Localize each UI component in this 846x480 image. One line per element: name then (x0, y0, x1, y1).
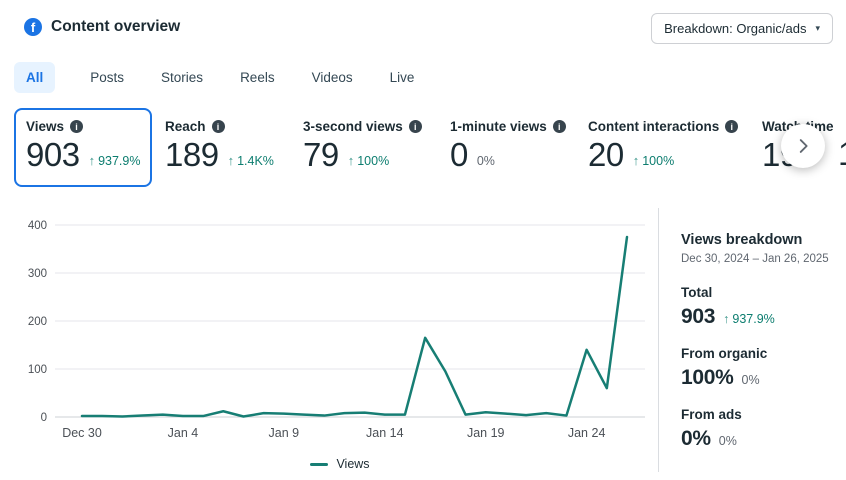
metric-label: Reach (165, 119, 206, 134)
breakdown-item-organic: From organic 100% 0% (681, 346, 838, 390)
chart-legend: Views (20, 457, 660, 471)
breakdown-value: 903 (681, 305, 716, 328)
info-icon[interactable]: i (725, 120, 739, 133)
header: f Content overview Breakdown: Organic/ad… (24, 13, 833, 44)
metric-label: Content interactions (588, 119, 720, 134)
views-breakdown-panel: Views breakdown Dec 30, 2024 – Jan 26, 2… (658, 208, 838, 472)
metric-card-content-interactions[interactable]: Content interactions i 20 ↑ 100% (576, 108, 750, 187)
svg-text:100: 100 (28, 364, 47, 376)
svg-text:Dec 30: Dec 30 (62, 426, 102, 440)
up-arrow-icon: ↑ (723, 312, 730, 326)
svg-text:Jan 9: Jan 9 (269, 426, 300, 440)
up-arrow-icon: ↑ (88, 152, 96, 168)
page-title: Content overview (51, 18, 181, 35)
metric-label: Views (26, 119, 65, 134)
legend-label: Views (336, 457, 370, 471)
up-arrow-icon: ↑ (227, 152, 235, 168)
info-icon[interactable]: i (408, 120, 422, 133)
metric-cards-row: Views i 903 ↑ 937.9% Reach i 189 ↑ 1.4K% 3… (0, 108, 846, 188)
content-type-tabs: All Posts Stories Reels Videos Live (14, 62, 416, 93)
svg-text:Jan 14: Jan 14 (366, 426, 404, 440)
tab-stories[interactable]: Stories (159, 62, 205, 93)
panel-title: Views breakdown (681, 232, 803, 248)
metric-value: 79 (303, 136, 339, 173)
breakdown-delta: ↑ 937.9% (723, 312, 775, 326)
views-line-chart: 0 100 200 300 400 Dec 30 Jan 4 Jan 9 Jan 14 Jan 1… (28, 220, 645, 440)
metric-delta: ↑ 100% (347, 152, 390, 168)
breakdown-delta: 0% (741, 373, 760, 387)
metric-delta: ↑ 937.9% (88, 152, 141, 168)
info-icon[interactable]: i (211, 120, 225, 133)
metric-delta: ↑ 100% (632, 152, 675, 168)
metric-card-3-second-views[interactable]: 3-second views i 79 ↑ 100% (291, 108, 434, 187)
metric-delta: 0% (476, 153, 495, 168)
breakdown-label: From ads (681, 407, 742, 422)
info-icon[interactable]: i (552, 120, 566, 133)
title-wrap: f Content overview (24, 18, 180, 36)
svg-text:300: 300 (28, 268, 47, 280)
svg-text:200: 200 (28, 316, 47, 328)
breakdown-delta: 0% (718, 434, 737, 448)
breakdown-label: From organic (681, 346, 768, 361)
breakdown-item-total: Total 903 ↑ 937.9% (681, 285, 838, 329)
info-icon[interactable]: i (70, 120, 84, 133)
tab-reels[interactable]: Reels (238, 62, 277, 93)
metric-label: 1-minute views (450, 119, 547, 134)
metric-value: 903 (26, 136, 80, 173)
svg-text:Jan 24: Jan 24 (568, 426, 606, 440)
svg-text:Jan 19: Jan 19 (467, 426, 505, 440)
chevron-down-icon: ▾ (815, 23, 820, 33)
metric-value-partial: 1 (838, 135, 846, 173)
tab-posts[interactable]: Posts (88, 62, 126, 93)
svg-text:Jan 4: Jan 4 (168, 426, 199, 440)
breakdown-value: 0% (681, 427, 711, 450)
metric-value: 20 (588, 136, 624, 173)
facebook-logo-icon: f (24, 18, 42, 36)
chevron-right-icon (799, 139, 808, 153)
svg-text:0: 0 (41, 412, 47, 424)
metric-value: 0 (450, 136, 468, 173)
breakdown-item-ads: From ads 0% 0% (681, 407, 838, 451)
metric-card-views[interactable]: Views i 903 ↑ 937.9% (14, 108, 153, 187)
metric-value: 189 (165, 136, 219, 173)
metric-label: 3-second views (303, 119, 403, 134)
svg-text:400: 400 (28, 220, 47, 232)
tab-live[interactable]: Live (388, 62, 417, 93)
metric-card-reach[interactable]: Reach i 189 ↑ 1.4K% (153, 108, 286, 187)
breakdown-value: 100% (681, 366, 734, 389)
up-arrow-icon: ↑ (632, 152, 640, 168)
breakdown-dropdown[interactable]: Breakdown: Organic/ads ▾ (651, 13, 833, 44)
views-chart-section: 0 100 200 300 400 Dec 30 Jan 4 Jan 9 Jan 14 Jan 1… (20, 210, 660, 471)
tab-videos[interactable]: Videos (310, 62, 355, 93)
breakdown-label: Total (681, 285, 713, 300)
metric-card-1-minute-views[interactable]: 1-minute views i 0 0% (438, 108, 578, 187)
metrics-next-button[interactable] (781, 124, 825, 168)
tab-all[interactable]: All (14, 62, 56, 93)
breakdown-dropdown-label: Breakdown: Organic/ads (664, 21, 807, 36)
up-arrow-icon: ↑ (347, 152, 355, 168)
views-series-swatch-icon (310, 462, 329, 466)
metric-delta: ↑ 1.4K% (227, 152, 274, 168)
panel-date-range: Dec 30, 2024 – Jan 26, 2025 (681, 253, 829, 265)
